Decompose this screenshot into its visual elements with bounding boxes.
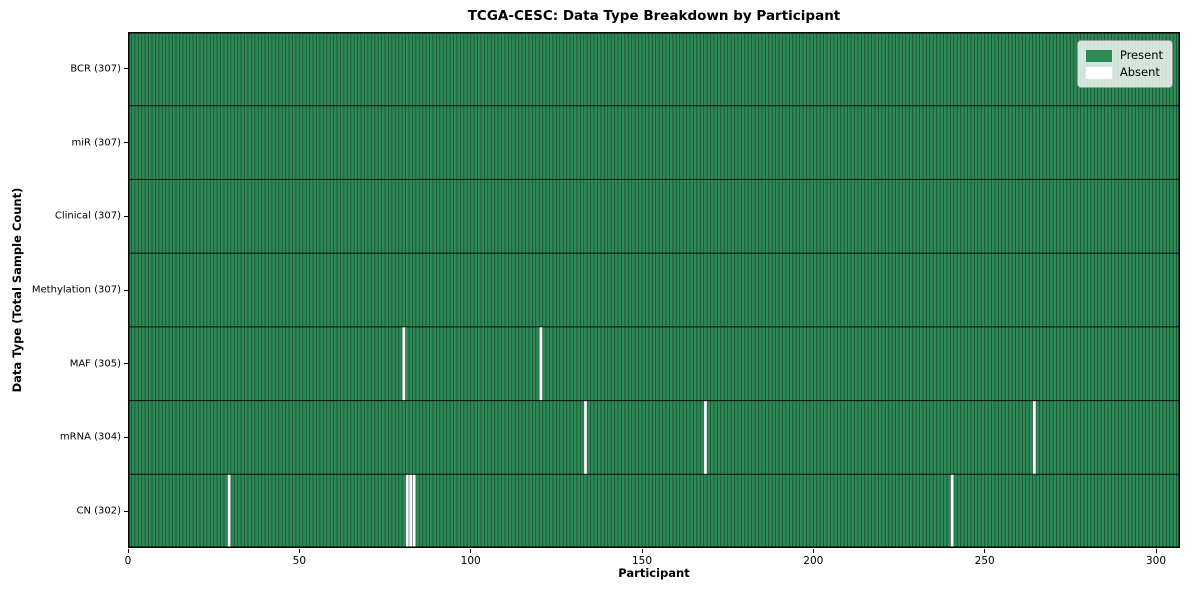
- chart-title: TCGA-CESC: Data Type Breakdown by Partic…: [467, 8, 841, 24]
- x-tick-mark: [812, 548, 814, 553]
- x-tick-label: 50: [292, 555, 307, 567]
- y-tick-mark: [123, 289, 128, 291]
- legend-swatch-present-icon: [1085, 49, 1112, 62]
- y-tick-mark: [123, 142, 128, 144]
- y-tick-label: miR (307): [71, 137, 121, 149]
- legend-label-present: Present: [1119, 47, 1163, 62]
- plot-area: Present Absent: [128, 32, 1180, 548]
- x-tick-label: 200: [803, 555, 824, 567]
- y-tick-label: BCR (307): [70, 63, 121, 75]
- x-tick-label: 150: [631, 555, 653, 567]
- x-tick-mark: [984, 548, 986, 553]
- legend-label-absent: Absent: [1119, 64, 1160, 79]
- y-tick-label: Clinical (307): [54, 210, 121, 222]
- y-tick-mark: [123, 68, 128, 70]
- x-tick-label: 300: [1145, 555, 1167, 567]
- y-tick-label: mRNA (304): [59, 431, 121, 443]
- x-tick-mark: [641, 548, 643, 553]
- y-tick-mark: [123, 510, 128, 512]
- y-tick-mark: [123, 436, 128, 438]
- legend-swatch-absent-icon: [1085, 66, 1112, 79]
- y-tick-mark: [123, 363, 128, 365]
- y-tick-label: Methylation (307): [31, 284, 121, 296]
- heatmap-canvas: [128, 32, 1180, 548]
- x-tick-mark: [470, 548, 472, 553]
- x-axis-label: Participant: [618, 566, 690, 580]
- y-tick-label: MAF (305): [69, 358, 121, 370]
- x-tick-label: 0: [124, 555, 132, 567]
- x-tick-mark: [1155, 548, 1157, 553]
- x-tick-mark: [298, 548, 300, 553]
- y-tick-label: CN (302): [76, 505, 121, 517]
- x-tick-label: 250: [974, 555, 995, 567]
- y-tick-mark: [123, 215, 128, 217]
- legend: Present Absent: [1076, 40, 1173, 88]
- x-tick-label: 100: [460, 555, 481, 567]
- legend-entry-absent: Absent: [1085, 64, 1163, 81]
- legend-entry-present: Present: [1085, 47, 1163, 64]
- x-tick-mark: [127, 548, 129, 553]
